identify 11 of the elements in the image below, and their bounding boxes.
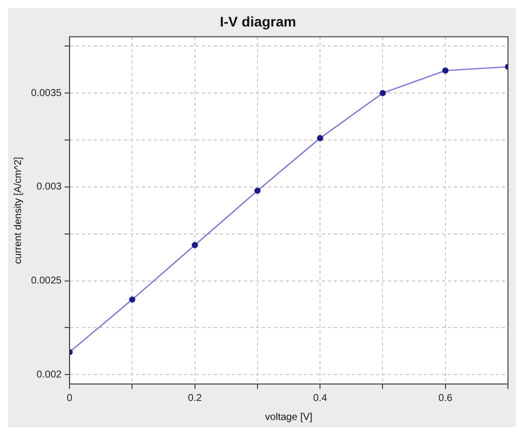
y-axis-title: current density [A/cm^2] <box>12 156 24 264</box>
x-tick-label: 0.6 <box>438 392 453 404</box>
y-tick-label: 0.0025 <box>30 276 62 287</box>
x-tick-label: 0.2 <box>188 392 202 404</box>
x-tick-label: 0 <box>66 392 73 404</box>
y-tick-label: 0.003 <box>36 182 62 193</box>
y-tick-label: 0.002 <box>36 369 62 380</box>
chart-title: I-V diagram <box>220 13 296 30</box>
y-tick-label: 0.0035 <box>30 88 62 99</box>
x-axis-title: voltage [V] <box>265 412 313 423</box>
x-tick-label: 0.4 <box>313 392 328 404</box>
